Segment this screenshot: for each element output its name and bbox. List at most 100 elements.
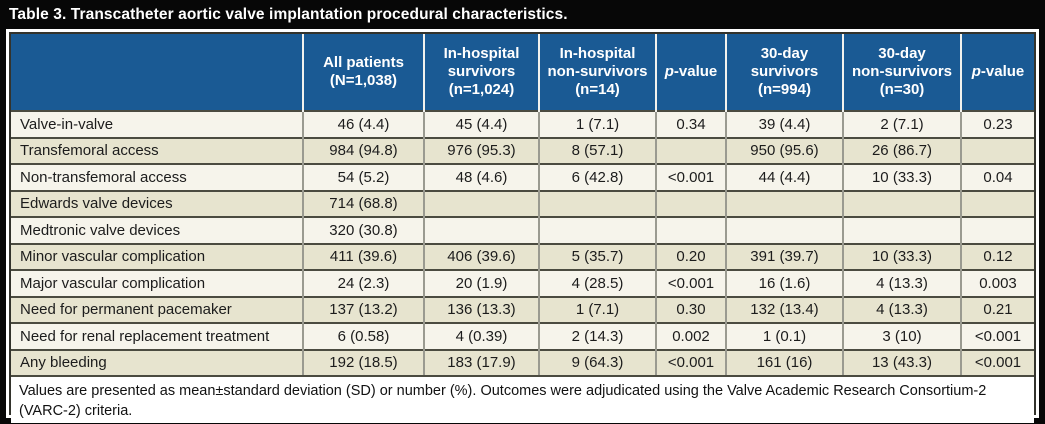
- table-cell: [725, 189, 843, 217]
- table-cell: 136 (13.3): [423, 295, 539, 323]
- table-cell: <0.001: [655, 163, 726, 191]
- table-cell: 4 (13.3): [842, 269, 961, 297]
- column-header-p-value-in-hospital: p-value: [655, 34, 726, 111]
- column-header-30-day-survivors: 30-day survivors (n=994): [725, 34, 843, 111]
- table-cell: 0.12: [960, 242, 1034, 270]
- table-title: Table 3. Transcatheter aortic valve impl…: [9, 5, 568, 23]
- row-label: Any bleeding: [11, 348, 303, 375]
- table-cell: [538, 216, 656, 244]
- table-cell: 10 (33.3): [842, 242, 961, 270]
- table-cell: 6 (0.58): [302, 322, 424, 350]
- table-row: Any bleeding 192 (18.5) 183 (17.9) 9 (64.3)…: [11, 348, 1034, 375]
- row-label: Need for permanent pacemaker: [11, 295, 303, 323]
- table-cell: 2 (7.1): [842, 110, 961, 138]
- table-cell: 13 (43.3): [842, 348, 961, 375]
- table-cell: <0.001: [960, 348, 1034, 375]
- table-cell: 132 (13.4): [725, 295, 843, 323]
- table-cell: 26 (86.7): [842, 136, 961, 164]
- table-cell: <0.001: [655, 269, 726, 297]
- table-cell: [423, 216, 539, 244]
- table-cell: 0.04: [960, 163, 1034, 191]
- table-cell: 0.23: [960, 110, 1034, 138]
- column-header-p-value-30-day: p-value: [960, 34, 1034, 111]
- table-cell: [725, 216, 843, 244]
- table-header: All patients (N=1,038) In-hospital surviv…: [11, 34, 1034, 111]
- table-cell: 45 (4.4): [423, 110, 539, 138]
- table-cell: 4 (0.39): [423, 322, 539, 350]
- table-cell: [842, 189, 961, 217]
- table-row: Major vascular complication 24 (2.3) 20 (1…: [11, 269, 1034, 297]
- table-cell: 192 (18.5): [302, 348, 424, 375]
- table-cell: 391 (39.7): [725, 242, 843, 270]
- table-cell: [655, 189, 726, 217]
- table-cell: 39 (4.4): [725, 110, 843, 138]
- table-cell: 48 (4.6): [423, 163, 539, 191]
- table-row: Need for renal replacement treatment 6 (0…: [11, 322, 1034, 350]
- table-cell: 4 (13.3): [842, 295, 961, 323]
- table-cell: 24 (2.3): [302, 269, 424, 297]
- table-cell: 1 (0.1): [725, 322, 843, 350]
- table-cell: 0.21: [960, 295, 1034, 323]
- table-row: Need for permanent pacemaker 137 (13.2) 13…: [11, 295, 1034, 323]
- table-cell: 2 (14.3): [538, 322, 656, 350]
- table-cell: 54 (5.2): [302, 163, 424, 191]
- table-cell: <0.001: [655, 348, 726, 375]
- table-cell: 3 (10): [842, 322, 961, 350]
- table-cell: 320 (30.8): [302, 216, 424, 244]
- table-cell: [538, 189, 656, 217]
- table-footnote: Values are presented as mean±standard de…: [11, 375, 1034, 423]
- row-label: Major vascular complication: [11, 269, 303, 297]
- table-cell: 406 (39.6): [423, 242, 539, 270]
- table-cell: [960, 216, 1034, 244]
- column-header-all-patients: All patients (N=1,038): [302, 34, 424, 111]
- table-cell: 984 (94.8): [302, 136, 424, 164]
- table-row: Valve-in-valve 46 (4.4) 45 (4.4) 1 (7.1) 0.3…: [11, 110, 1034, 138]
- row-label: Edwards valve devices: [11, 189, 303, 217]
- table-cell: <0.001: [960, 322, 1034, 350]
- table-row: Minor vascular complication 411 (39.6) 406…: [11, 242, 1034, 270]
- procedural-characteristics-table: All patients (N=1,038) In-hospital surviv…: [11, 34, 1034, 375]
- row-label: Valve-in-valve: [11, 110, 303, 138]
- table-row: Transfemoral access 984 (94.8) 976 (95.3) 8…: [11, 136, 1034, 164]
- table-body: Valve-in-valve 46 (4.4) 45 (4.4) 1 (7.1) 0.3…: [11, 110, 1034, 375]
- table-cell: 0.30: [655, 295, 726, 323]
- table-panel: All patients (N=1,038) In-hospital surviv…: [6, 29, 1039, 423]
- row-label: Minor vascular complication: [11, 242, 303, 270]
- table-cell: 4 (28.5): [538, 269, 656, 297]
- row-label: Medtronic valve devices: [11, 216, 303, 244]
- table-cell: [842, 216, 961, 244]
- table-cell: 0.20: [655, 242, 726, 270]
- table-cell: 8 (57.1): [538, 136, 656, 164]
- table-cell: 0.002: [655, 322, 726, 350]
- column-header-30-day-non-survivors: 30-day non-survivors (n=30): [842, 34, 961, 111]
- table-cell: 714 (68.8): [302, 189, 424, 217]
- column-header-in-hospital-survivors: In-hospital survivors (n=1,024): [423, 34, 539, 111]
- table-row: Non-transfemoral access 54 (5.2) 48 (4.6) 6…: [11, 163, 1034, 191]
- table-cell: 183 (17.9): [423, 348, 539, 375]
- table-cell: 10 (33.3): [842, 163, 961, 191]
- table-cell: 46 (4.4): [302, 110, 424, 138]
- table-cell: [655, 216, 726, 244]
- table-cell: 161 (16): [725, 348, 843, 375]
- table-row: Edwards valve devices 714 (68.8): [11, 189, 1034, 217]
- header-row: All patients (N=1,038) In-hospital surviv…: [11, 34, 1034, 111]
- row-label: Non-transfemoral access: [11, 163, 303, 191]
- column-header-in-hospital-non-survivors: In-hospital non-survivors (n=14): [538, 34, 656, 111]
- table-cell: 9 (64.3): [538, 348, 656, 375]
- table-cell: 6 (42.8): [538, 163, 656, 191]
- table-cell: 1 (7.1): [538, 295, 656, 323]
- table-cell: 20 (1.9): [423, 269, 539, 297]
- table-cell: 1 (7.1): [538, 110, 656, 138]
- table-cell: 0.34: [655, 110, 726, 138]
- table-cell: 411 (39.6): [302, 242, 424, 270]
- table-cell: 950 (95.6): [725, 136, 843, 164]
- table-cell: 0.003: [960, 269, 1034, 297]
- table-border-box: All patients (N=1,038) In-hospital surviv…: [9, 32, 1036, 423]
- table-cell: [960, 136, 1034, 164]
- row-label: Need for renal replacement treatment: [11, 322, 303, 350]
- table-cell: [960, 189, 1034, 217]
- table-cell: 5 (35.7): [538, 242, 656, 270]
- table-cell: 976 (95.3): [423, 136, 539, 164]
- table-cell: 44 (4.4): [725, 163, 843, 191]
